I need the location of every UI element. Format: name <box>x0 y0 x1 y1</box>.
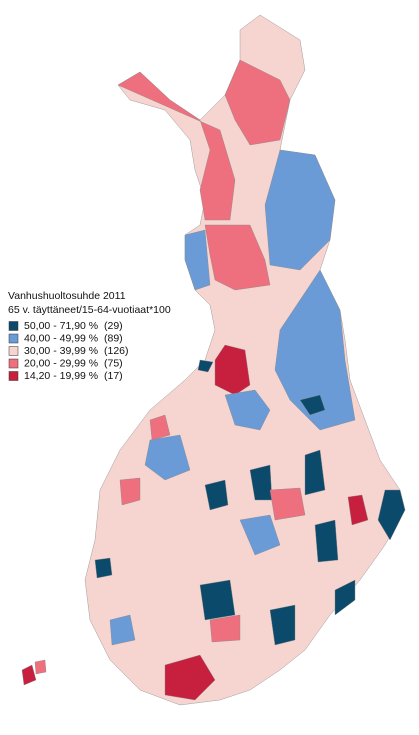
legend-label: 20,00 - 29,99 % <box>24 357 98 369</box>
region <box>314 519 339 563</box>
region <box>94 557 113 579</box>
region <box>304 449 326 496</box>
region <box>204 224 271 291</box>
region <box>109 614 136 646</box>
region <box>149 414 171 441</box>
region <box>204 479 229 511</box>
region <box>199 579 236 621</box>
region <box>21 664 37 686</box>
legend-title: Vanhushuoltosuhde 2011 <box>8 290 126 302</box>
region <box>209 614 241 643</box>
region <box>144 434 191 481</box>
region <box>184 229 211 291</box>
region <box>224 59 291 146</box>
legend-count: (89) <box>104 332 123 344</box>
legend-swatch <box>8 321 19 331</box>
region <box>264 149 336 271</box>
region <box>299 394 326 416</box>
legend-swatch <box>8 333 19 344</box>
region <box>197 359 214 373</box>
legend-count: (29) <box>104 320 123 332</box>
legend-label: 14,20 - 19,99 % <box>24 370 98 382</box>
legend-label: 30,00 - 39,99 % <box>24 345 98 357</box>
finland-map <box>21 14 406 706</box>
legend-swatch <box>8 371 19 381</box>
legend-count: (126) <box>104 345 129 357</box>
region <box>269 604 296 646</box>
region <box>334 579 356 616</box>
legend-count: (17) <box>104 370 123 382</box>
region <box>119 477 141 506</box>
region <box>269 487 306 521</box>
legend-label: 50,00 - 71,90 % <box>24 320 98 332</box>
legend-label: 40,00 - 49,99 % <box>24 332 98 344</box>
legend-swatch <box>8 346 19 356</box>
legend-count: (75) <box>104 357 123 369</box>
region <box>34 659 47 675</box>
region <box>224 389 271 431</box>
region <box>347 494 369 526</box>
region <box>164 654 216 701</box>
legend-subtitle: 65 v. täyttäneet/15-64-vuotiaat*100 <box>8 304 171 316</box>
legend-swatch <box>8 358 19 369</box>
region <box>274 269 356 431</box>
region <box>377 489 406 541</box>
region <box>214 344 251 396</box>
legend: 50,00 - 71,90 % (29) 40,00 - 49,99 % (89) 30… <box>8 320 129 382</box>
region <box>239 514 281 556</box>
region <box>117 71 236 221</box>
